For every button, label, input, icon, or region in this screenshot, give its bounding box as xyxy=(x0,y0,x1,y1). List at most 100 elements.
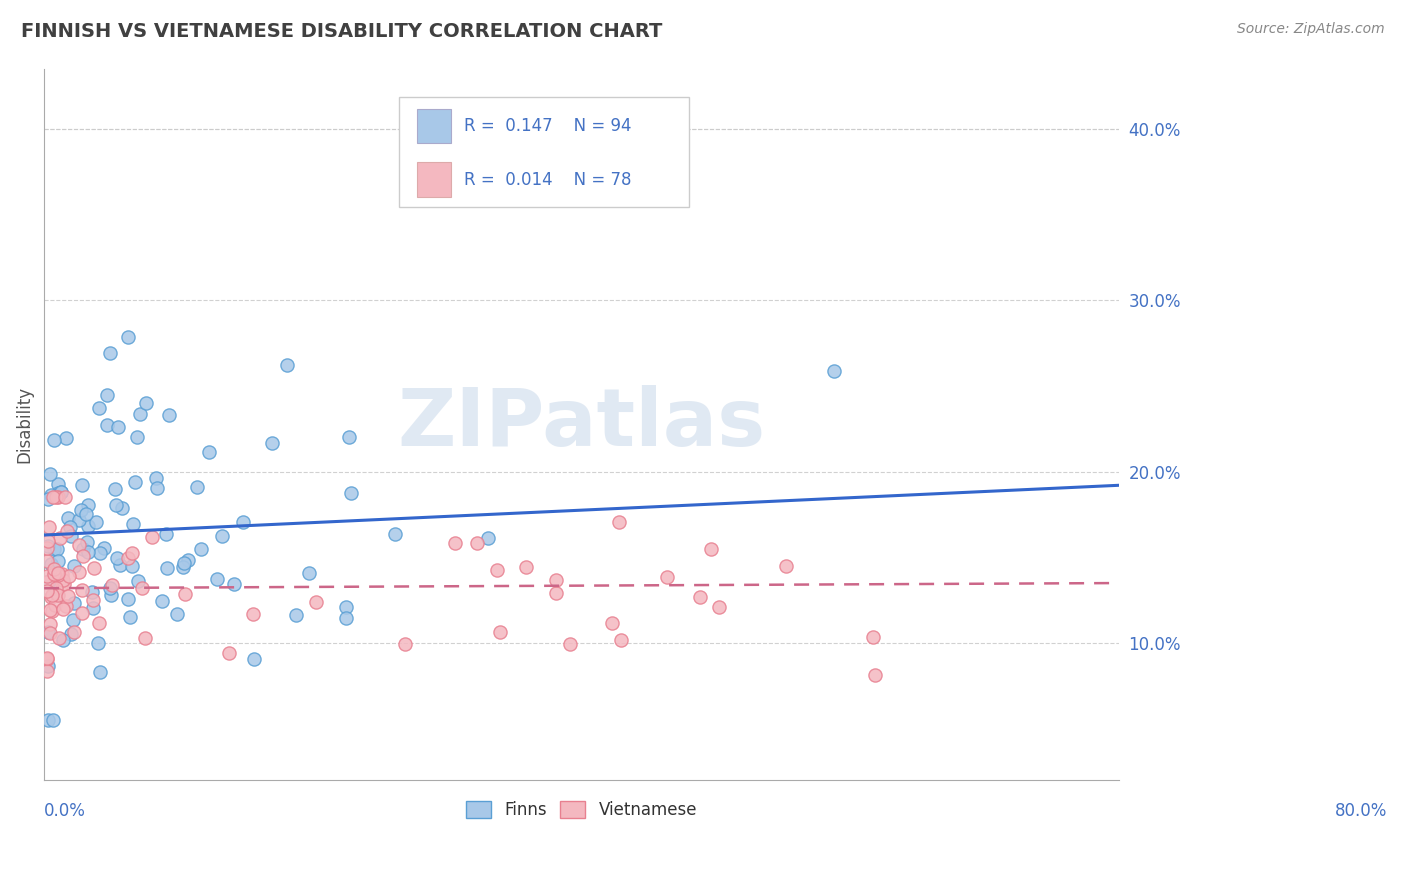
Point xyxy=(111,500,134,515)
Point xyxy=(41,588,63,602)
Point xyxy=(146,482,169,496)
Point xyxy=(41,604,63,618)
Point xyxy=(117,592,139,607)
Point xyxy=(35,575,58,590)
Point xyxy=(37,625,59,640)
Point xyxy=(37,713,59,727)
Point xyxy=(55,431,77,445)
Point xyxy=(689,590,711,604)
Point xyxy=(544,586,567,600)
Point xyxy=(45,491,67,505)
Point xyxy=(82,592,104,607)
Point xyxy=(72,541,94,556)
Point xyxy=(477,531,499,545)
Point xyxy=(60,529,83,543)
Point xyxy=(305,594,328,608)
Point xyxy=(107,420,129,434)
Point xyxy=(337,430,360,444)
Point xyxy=(243,652,266,666)
Point xyxy=(157,408,180,422)
Point xyxy=(51,566,73,581)
Legend: Finns, Vietnamese: Finns, Vietnamese xyxy=(460,794,703,825)
Point xyxy=(607,515,630,529)
Point xyxy=(82,585,104,599)
Point xyxy=(197,444,219,458)
Point xyxy=(89,665,111,680)
Point xyxy=(127,430,149,444)
Point xyxy=(127,574,149,589)
Point xyxy=(35,541,58,556)
Point xyxy=(39,626,62,640)
Point xyxy=(276,358,298,372)
Point xyxy=(544,573,567,587)
Point xyxy=(172,560,194,574)
Point xyxy=(600,616,623,631)
Point xyxy=(37,568,59,582)
Point xyxy=(35,554,58,568)
Point xyxy=(211,528,233,542)
Point xyxy=(42,567,65,582)
Point xyxy=(37,491,59,506)
Point xyxy=(707,599,730,614)
Text: R =  0.014    N = 78: R = 0.014 N = 78 xyxy=(464,170,631,188)
Point xyxy=(134,631,156,645)
Point xyxy=(46,554,69,568)
Point xyxy=(45,542,67,557)
Point xyxy=(46,567,69,582)
Point xyxy=(335,610,357,624)
Point xyxy=(35,652,58,666)
Point xyxy=(37,539,59,553)
Point xyxy=(35,664,58,678)
Point xyxy=(155,526,177,541)
Point xyxy=(42,567,65,582)
Point xyxy=(205,572,228,586)
Point xyxy=(48,477,70,491)
Point xyxy=(39,603,62,617)
Point xyxy=(55,599,77,613)
Point xyxy=(775,559,797,574)
Point xyxy=(63,559,86,574)
Point xyxy=(49,531,72,545)
Point xyxy=(46,486,69,500)
Point xyxy=(98,581,121,595)
Point xyxy=(515,560,537,574)
Point xyxy=(177,553,200,567)
Point xyxy=(49,485,72,500)
Point xyxy=(117,330,139,344)
Point xyxy=(77,519,100,533)
Point xyxy=(59,519,82,533)
Point xyxy=(104,482,127,496)
Point xyxy=(444,535,467,549)
Point xyxy=(44,598,66,612)
Point xyxy=(38,467,60,482)
Point xyxy=(145,471,167,485)
Point xyxy=(62,613,84,627)
Point xyxy=(58,569,80,583)
Point xyxy=(83,561,105,575)
Bar xyxy=(418,109,451,144)
Y-axis label: Disability: Disability xyxy=(15,386,32,463)
Point xyxy=(63,624,86,639)
Text: 80.0%: 80.0% xyxy=(1334,802,1388,820)
Text: FINNISH VS VIETNAMESE DISABILITY CORRELATION CHART: FINNISH VS VIETNAMESE DISABILITY CORRELA… xyxy=(21,22,662,41)
Point xyxy=(35,650,58,665)
Point xyxy=(121,559,143,574)
Point xyxy=(488,624,510,639)
Point xyxy=(285,607,308,622)
Point xyxy=(51,632,73,647)
Point xyxy=(186,480,208,494)
Point xyxy=(70,607,93,621)
Point xyxy=(46,589,69,603)
Point xyxy=(39,488,62,502)
Point xyxy=(384,527,406,541)
Point xyxy=(122,517,145,532)
Point xyxy=(87,636,110,650)
Point xyxy=(67,512,90,526)
Point xyxy=(63,596,86,610)
Point xyxy=(60,626,83,640)
Point xyxy=(87,615,110,630)
Point xyxy=(39,590,62,604)
Point xyxy=(166,607,188,622)
Point xyxy=(48,566,70,580)
Point xyxy=(86,515,108,529)
